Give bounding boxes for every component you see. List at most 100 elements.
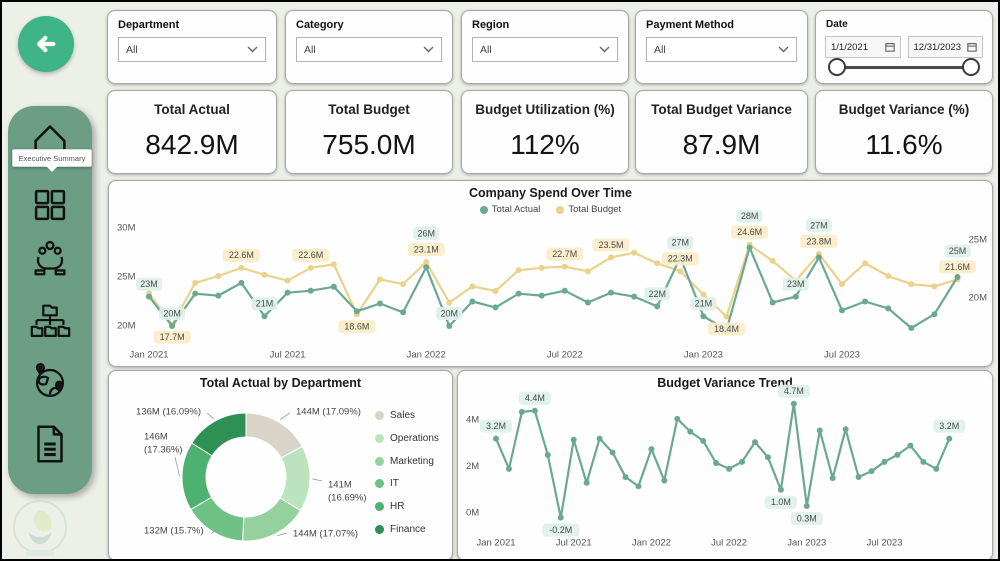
svg-text:Jan 2023: Jan 2023 (787, 538, 826, 549)
svg-text:1.0M: 1.0M (771, 497, 791, 507)
svg-text:3.2M: 3.2M (486, 421, 506, 431)
svg-text:132M (15.7%): 132M (15.7%) (144, 526, 204, 537)
svg-text:25M: 25M (117, 272, 136, 283)
kpi-value: 755.0M (322, 129, 416, 160)
spend-line-chart[interactable]: 30M 25M 20M 25M 20M Jan 2021 Jul 2021 Jan 2022 J… (109, 181, 992, 366)
svg-text:17.7M: 17.7M (160, 332, 185, 342)
org-folders-icon[interactable] (27, 299, 73, 345)
svg-text:-0.2M: -0.2M (549, 525, 572, 535)
svg-text:22.3M: 22.3M (668, 254, 693, 264)
department-donut-chart[interactable]: 144M (17.09%) 141M (16.69%) 144M (17.07%) 13… (109, 371, 452, 560)
svg-text:22.7M: 22.7M (552, 249, 577, 259)
slider-handle-start[interactable] (828, 58, 846, 76)
kpi-budget-utilization: Budget Utilization (%) 112% (461, 90, 629, 174)
svg-text:20M: 20M (969, 293, 988, 304)
legend-label: Finance (390, 524, 426, 535)
department-dropdown[interactable]: All (118, 37, 266, 62)
svg-text:0M: 0M (466, 508, 479, 519)
svg-text:Jul 2021: Jul 2021 (270, 350, 306, 361)
donut-legend-item-sales[interactable]: Sales (375, 410, 415, 421)
legend-label: Total Budget (568, 204, 622, 215)
globe-pins-icon[interactable] (27, 358, 73, 404)
kpi-value: 87.9M (682, 129, 761, 160)
legend-dot (375, 411, 384, 420)
svg-text:20M: 20M (441, 308, 459, 318)
date-start-value: 1/1/2021 (831, 41, 868, 53)
tooltip-label: Executive Summary (18, 153, 86, 163)
svg-text:23M: 23M (787, 279, 805, 289)
svg-text:146M: 146M (144, 432, 168, 443)
legend-dot (479, 205, 488, 214)
svg-text:136M (16.09%): 136M (16.09%) (136, 407, 201, 418)
svg-text:27M: 27M (672, 238, 690, 248)
filter-payment-method: Payment Method All (635, 10, 808, 84)
variance-chart-panel[interactable]: Budget Variance Trend 4M 2M 0M Jan 2021 Jul … (457, 370, 993, 560)
sidebar-nav: Executive Summary (8, 106, 92, 494)
svg-text:Jan 2022: Jan 2022 (632, 538, 671, 549)
date-start-input[interactable]: 1/1/2021 (825, 36, 901, 58)
kpi-value: 112% (510, 129, 580, 160)
svg-text:4.4M: 4.4M (525, 393, 545, 403)
donut-legend-item-marketing[interactable]: Marketing (375, 456, 434, 467)
svg-text:26M: 26M (417, 228, 435, 238)
svg-text:4.7M: 4.7M (784, 386, 804, 396)
slider-track (836, 65, 972, 69)
variance-line-chart[interactable]: 4M 2M 0M Jan 2021 Jul 2021 Jan 2022 Jul 2022 Ja… (458, 371, 992, 560)
chevron-down-icon (599, 46, 610, 53)
spend-chart-legend: Total Actual Total Budget (109, 204, 992, 215)
svg-text:141M: 141M (328, 480, 352, 491)
legend-label: HR (390, 501, 405, 513)
svg-text:20M: 20M (163, 308, 181, 318)
donut-chart-panel[interactable]: Total Actual by Department 144M (17.09%)… (108, 370, 453, 560)
filter-label: Payment Method (646, 19, 735, 31)
spend-chart-panel[interactable]: Company Spend Over Time Total Actual Tot… (108, 180, 993, 367)
legend-dot (375, 525, 384, 534)
legend-dot (556, 205, 565, 214)
apps-grid-icon[interactable] (27, 182, 73, 228)
payment-method-dropdown[interactable]: All (646, 37, 797, 62)
date-end-value: 12/31/2023 (913, 41, 962, 53)
spend-chart-title: Company Spend Over Time (468, 186, 632, 200)
filter-date: Date 1/1/2021 12/31/2023 (815, 10, 993, 84)
donut-legend-item-hr[interactable]: HR (375, 501, 404, 512)
svg-text:144M (17.07%): 144M (17.07%) (293, 529, 358, 540)
donut-legend-item-operations[interactable]: Operations (375, 433, 439, 444)
region-dropdown[interactable]: All (472, 37, 618, 62)
svg-text:24.6M: 24.6M (737, 227, 762, 237)
svg-text:Jan 2021: Jan 2021 (476, 538, 515, 549)
legend-label: Marketing (390, 455, 434, 467)
legend-dot (375, 502, 384, 512)
kpi-budget-variance-pct: Budget Variance (%) 11.6% (815, 90, 993, 174)
date-end-input[interactable]: 12/31/2023 (907, 36, 983, 58)
kpi-total-budget: Total Budget 755.0M (285, 90, 453, 174)
slider-handle-end[interactable] (962, 58, 980, 76)
chevron-down-icon (778, 46, 789, 53)
svg-text:Jul 2021: Jul 2021 (556, 538, 592, 549)
legend-item-total-actual[interactable]: Total Actual (479, 204, 541, 215)
svg-text:144M (17.09%): 144M (17.09%) (296, 407, 361, 418)
svg-text:18.4M: 18.4M (714, 324, 739, 334)
legend-label: Operations (390, 432, 439, 444)
legend-label: Total Actual (491, 204, 541, 215)
filter-label: Category (296, 19, 344, 31)
kpi-value: 842.9M (145, 129, 239, 160)
report-doc-icon[interactable] (27, 421, 73, 467)
category-dropdown[interactable]: All (296, 37, 442, 62)
svg-text:0.3M: 0.3M (797, 513, 817, 523)
date-range-slider (828, 57, 980, 77)
calendar-icon (884, 42, 895, 52)
svg-text:23.1M: 23.1M (414, 244, 439, 254)
dropdown-value: All (304, 43, 316, 56)
dropdown-value: All (654, 43, 666, 56)
team-hands-icon[interactable] (27, 234, 73, 280)
back-button[interactable] (18, 16, 74, 72)
svg-text:27M: 27M (810, 220, 828, 230)
donut-legend-item-it[interactable]: IT (375, 478, 399, 489)
svg-text:23.5M: 23.5M (598, 240, 623, 250)
donut-legend-item-finance[interactable]: Finance (375, 524, 426, 535)
svg-text:3.2M: 3.2M (939, 421, 959, 431)
svg-text:23.8M: 23.8M (806, 236, 831, 246)
legend-item-total-budget[interactable]: Total Budget (556, 204, 621, 215)
svg-text:(17.36%): (17.36%) (144, 445, 183, 456)
